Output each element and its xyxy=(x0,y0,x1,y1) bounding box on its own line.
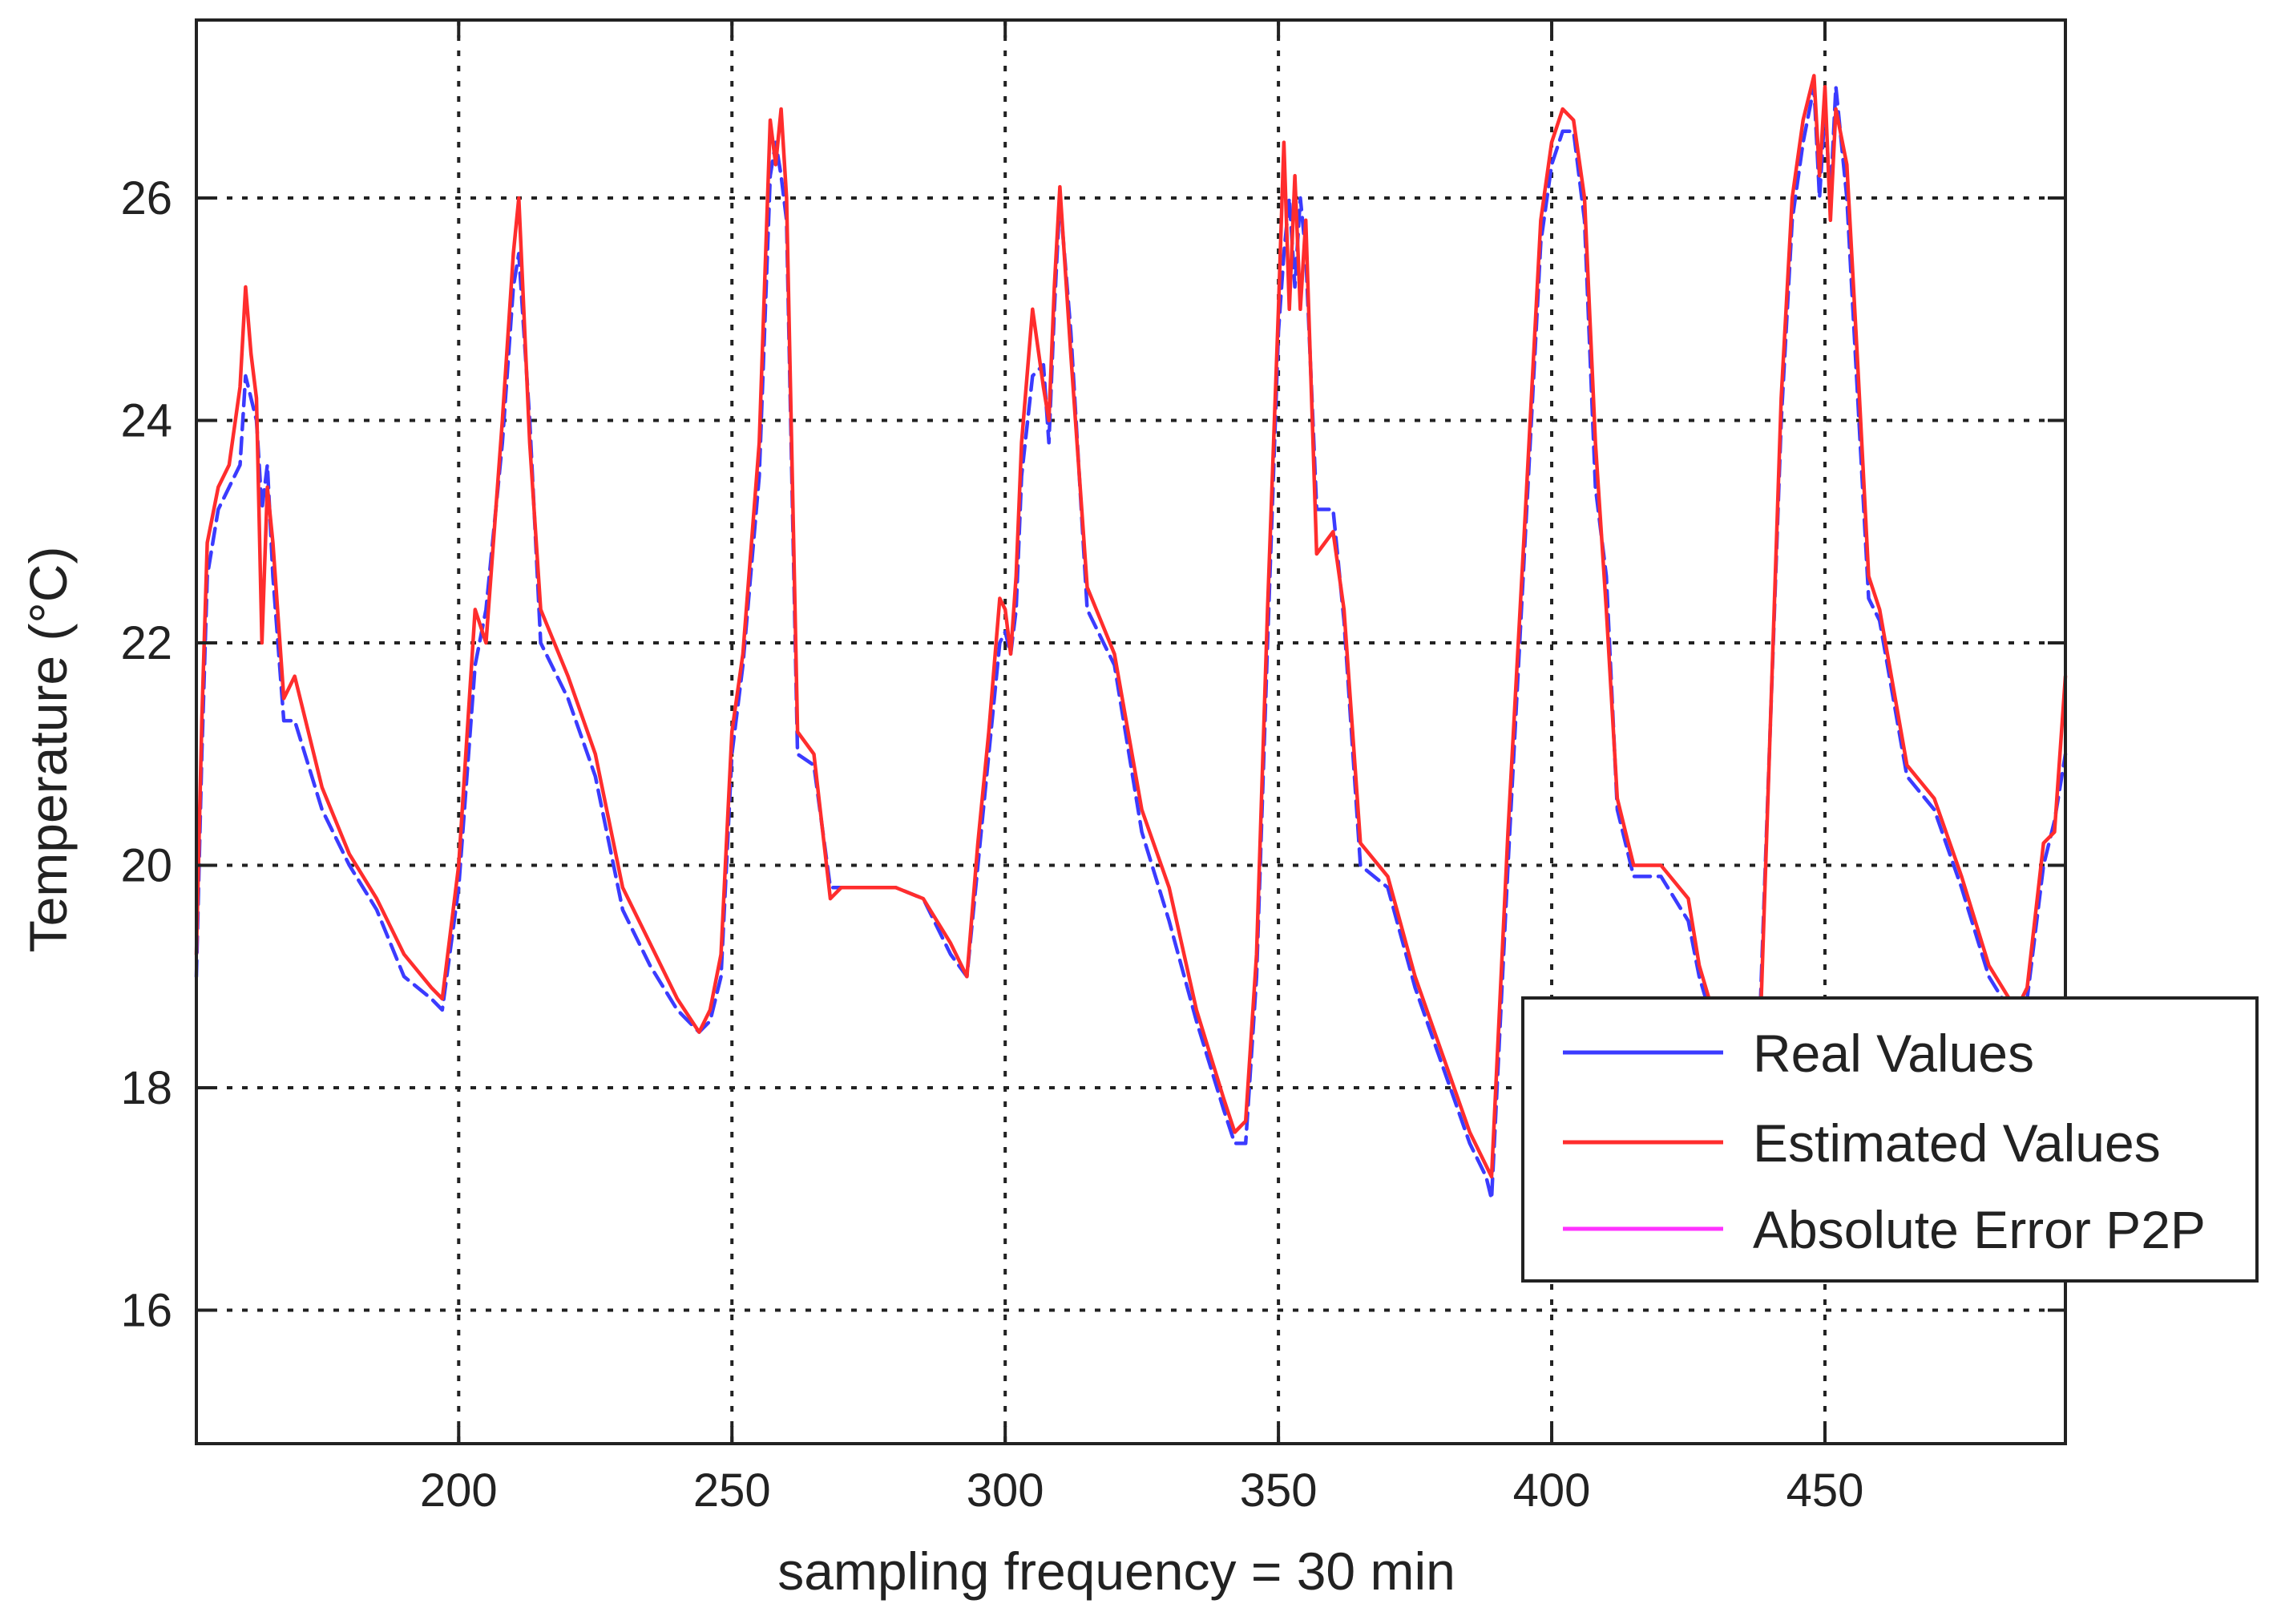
y-tick-label: 26 xyxy=(120,172,172,224)
x-tick-label: 450 xyxy=(1786,1464,1864,1517)
x-tick-label: 300 xyxy=(967,1464,1044,1517)
y-tick-label: 18 xyxy=(120,1062,172,1114)
x-tick-label: 250 xyxy=(693,1464,771,1517)
x-tick-label: 200 xyxy=(420,1464,498,1517)
y-axis-ticks: 16 18 20 22 24 26 xyxy=(120,172,2065,1337)
legend-label-error: Absolute Error P2P xyxy=(1753,1200,2206,1259)
x-tick-label: 400 xyxy=(1513,1464,1591,1517)
x-axis-ticks: 200 250 300 350 400 450 xyxy=(420,20,1863,1517)
y-tick-label: 20 xyxy=(120,840,172,892)
y-tick-label: 24 xyxy=(120,395,172,447)
legend-box xyxy=(1521,996,2259,1283)
legend-label-real: Real Values xyxy=(1753,1024,2034,1083)
legend-label-estimated: Estimated Values xyxy=(1753,1113,2161,1173)
x-axis-label: sampling frequency = 30 min xyxy=(777,1541,1455,1601)
x-tick-label: 350 xyxy=(1240,1464,1318,1517)
legend: Real Values Estimated Values Absolute Er… xyxy=(1521,996,2259,1283)
y-tick-label: 22 xyxy=(120,617,172,669)
y-tick-label: 16 xyxy=(120,1285,172,1337)
plot-frame xyxy=(195,18,2067,1445)
y-axis-label: Temperature (°C) xyxy=(18,547,78,953)
